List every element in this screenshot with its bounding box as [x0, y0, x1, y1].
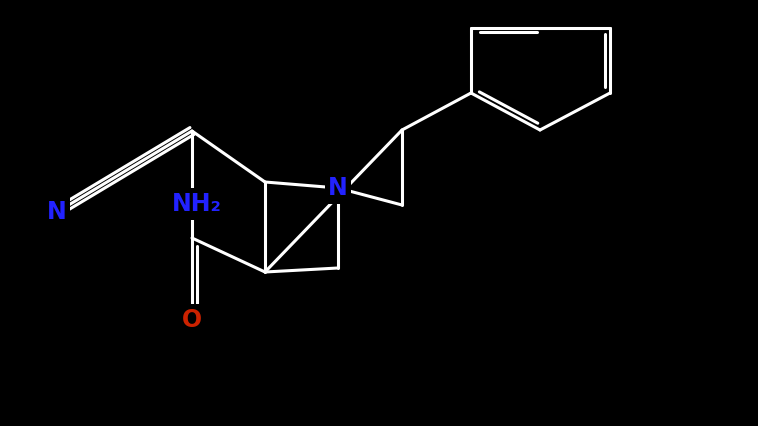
Text: N: N	[47, 200, 67, 224]
Text: NH₂: NH₂	[172, 192, 222, 216]
Text: N: N	[328, 176, 348, 200]
Text: O: O	[182, 308, 202, 332]
